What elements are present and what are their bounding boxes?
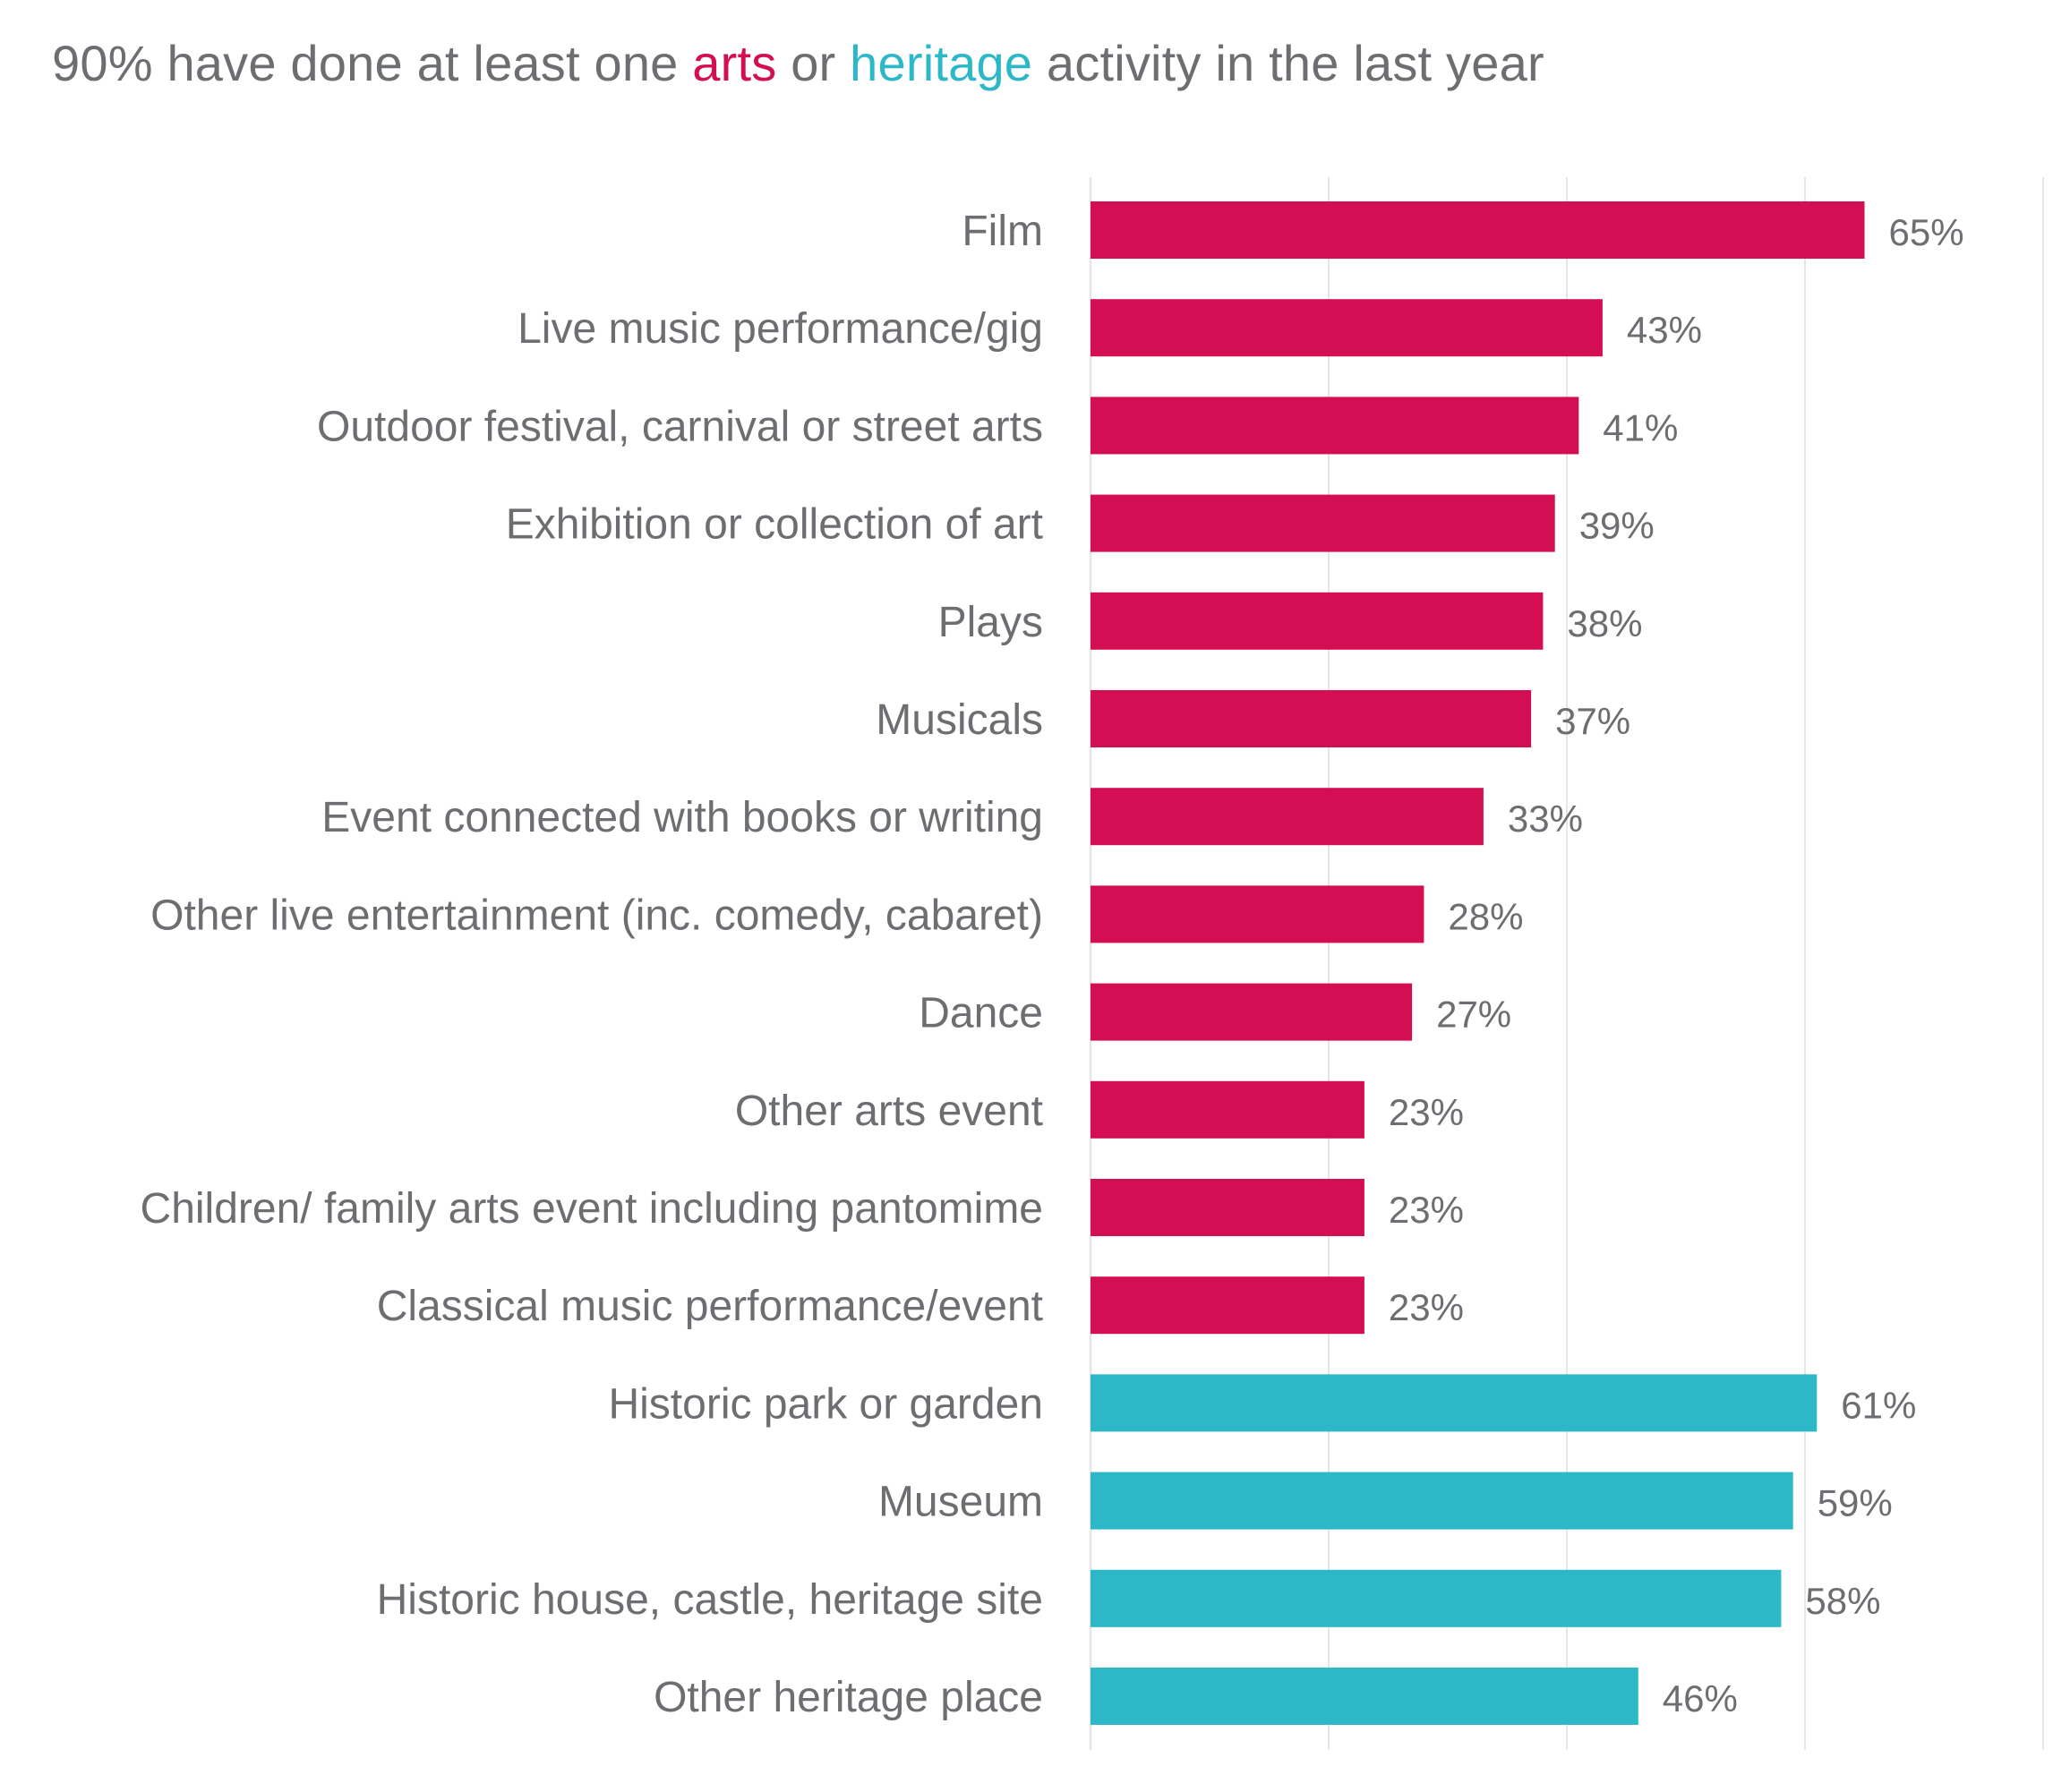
value-label: 46% [1663,1677,1738,1719]
bar-arts [1091,885,1424,943]
bar-heritage [1091,1374,1818,1432]
value-label: 28% [1448,895,1523,937]
value-label: 23% [1389,1091,1464,1133]
bar-arts [1091,690,1532,747]
value-label: 43% [1627,309,1702,351]
bar-arts [1091,983,1413,1041]
value-labels: 65% 43% 41% 39% 38% 37% 33% 28% 27% 23% 23% 23% 61% 5… [1389,211,1964,1719]
value-label: 27% [1436,994,1511,1036]
bar-arts [1091,201,1865,259]
category-label: Other live entertainment (inc. comedy, c… [150,892,1043,939]
bar-heritage [1091,1668,1638,1725]
category-label: Museum [878,1479,1043,1526]
bar-arts [1091,1276,1364,1335]
category-label: Children/ family arts event including pa… [141,1185,1043,1233]
category-label: Historic park or garden [608,1380,1043,1428]
title-part-1: 90% have done at least one [52,35,693,91]
bar-arts [1091,494,1555,552]
value-label: 33% [1508,798,1583,840]
value-label: 38% [1567,602,1642,644]
bar-heritage [1091,1472,1793,1530]
category-label: Live music performance/gig [518,305,1043,353]
category-label: Outdoor festival, carnival or street art… [317,403,1043,450]
bar-arts [1091,299,1603,357]
category-label: Event connected with books or writing [321,794,1043,841]
value-label: 58% [1805,1580,1880,1622]
category-label: Dance [919,990,1043,1037]
bar-heritage [1091,1569,1782,1627]
bar-arts [1091,788,1484,846]
category-label: Other heritage place [654,1674,1043,1721]
title-part-2: or [776,35,851,91]
bar-arts [1091,1179,1364,1236]
title-arts-word: arts [692,35,777,91]
category-label: Exhibition or collection of art [506,501,1043,549]
value-label: 59% [1818,1482,1893,1524]
category-label: Film [962,208,1043,255]
category-label: Historic house, castle, heritage site [377,1576,1043,1624]
value-label: 39% [1579,505,1655,547]
value-label: 61% [1841,1384,1916,1426]
bars [1091,201,1865,1725]
category-label: Classical music performance/event [377,1283,1043,1330]
category-label: Plays [938,599,1043,646]
category-label: Other arts event [735,1088,1043,1135]
bar-arts [1091,397,1579,455]
bar-arts [1091,1080,1364,1139]
category-labels: Film Live music performance/gig Outdoor fe… [141,208,1043,1721]
chart-title: 90% have done at least one arts or herit… [52,34,1544,92]
value-label: 41% [1603,406,1678,448]
value-label: 37% [1555,700,1630,742]
title-heritage-word: heritage [850,35,1033,91]
value-label: 65% [1889,211,1964,253]
value-label: 23% [1389,1189,1464,1231]
value-label: 23% [1389,1286,1464,1328]
bar-arts [1091,592,1544,650]
category-label: Musicals [876,696,1043,744]
title-part-3: activity in the last year [1032,35,1544,91]
